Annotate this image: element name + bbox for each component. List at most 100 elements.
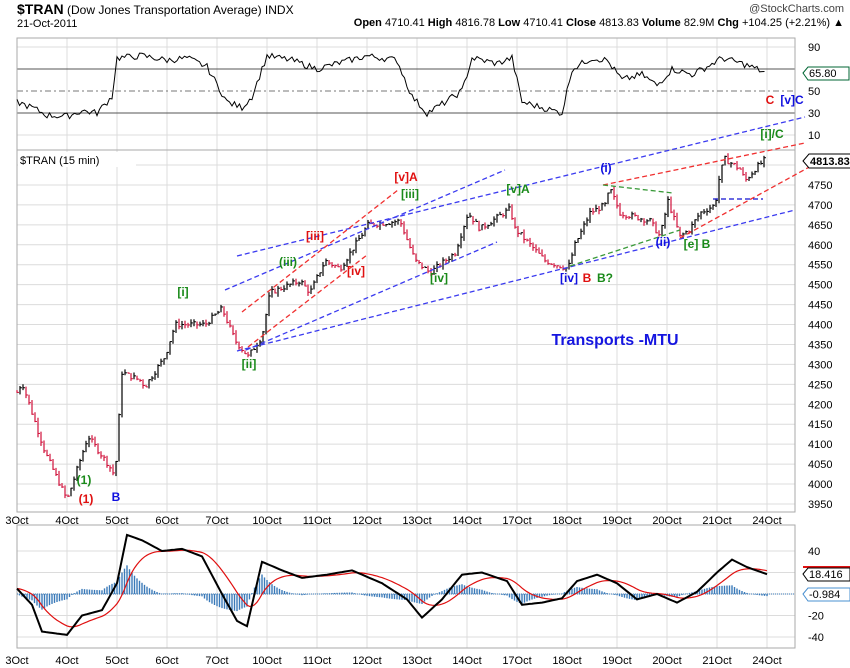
low-value: 4710.41 bbox=[523, 17, 563, 29]
x-tick-label: 11Oct bbox=[303, 515, 332, 527]
x-tick-label: 21Oct bbox=[702, 515, 731, 527]
chart-date: 21-Oct-2011 bbox=[17, 18, 78, 30]
rsi-tick-label: 10 bbox=[808, 130, 820, 142]
x-tick-label: 4Oct bbox=[55, 655, 78, 667]
x-tick-label: 17Oct bbox=[502, 655, 531, 667]
x-tick-label: 24Oct bbox=[752, 515, 781, 527]
y-tick-label: 4000 bbox=[808, 479, 832, 491]
histogram-value-label: -0.984 bbox=[809, 589, 840, 601]
macd-value-label: 18.416 bbox=[809, 569, 843, 581]
x-tick-label: 3Oct bbox=[5, 515, 28, 527]
x-tick-label: 18Oct bbox=[552, 655, 581, 667]
y-tick-label: 4600 bbox=[808, 240, 832, 252]
wave-label: (1) bbox=[79, 492, 94, 506]
trendline bbox=[679, 164, 814, 239]
trendline bbox=[236, 116, 806, 257]
y-tick-label: 4250 bbox=[808, 379, 832, 391]
wave-label: B bbox=[583, 271, 592, 285]
wave-label: (1) bbox=[77, 473, 92, 487]
y-tick-label: 4050 bbox=[808, 459, 832, 471]
x-tick-label: 19Oct bbox=[602, 655, 631, 667]
y-tick-label: 4300 bbox=[808, 359, 832, 371]
panel-border bbox=[16, 524, 796, 649]
open-value: 4710.41 bbox=[384, 17, 425, 29]
x-tick-label: 10Oct bbox=[252, 515, 281, 527]
y-tick-label: 4350 bbox=[808, 339, 832, 351]
symbol-name: (Dow Jones Transportation Average) INDX bbox=[67, 3, 294, 17]
rsi-tick-label: 90 bbox=[808, 42, 820, 54]
wave-label: B bbox=[112, 490, 121, 504]
macd-line bbox=[16, 533, 768, 636]
chart-title: $TRAN (Dow Jones Transportation Average)… bbox=[17, 1, 294, 17]
rsi-line bbox=[16, 52, 765, 120]
wave-label: [i]/C bbox=[760, 127, 784, 141]
watermark-text: Transports -MTU bbox=[551, 332, 678, 349]
y-tick-label: 4100 bbox=[808, 439, 832, 451]
wave-label: [iii] bbox=[306, 229, 324, 243]
high-value: 4816.78 bbox=[455, 17, 496, 29]
quote-summary: Open 4710.41 High 4816.78 Low 4710.41 Cl… bbox=[353, 17, 844, 29]
macd-tag bbox=[802, 567, 850, 582]
x-tick-label: 6Oct bbox=[155, 655, 178, 667]
x-tick-label: 7Oct bbox=[205, 655, 228, 667]
y-tick-label: 4650 bbox=[808, 220, 832, 232]
last-price-label: 4813.83 bbox=[810, 156, 850, 168]
trendline bbox=[241, 189, 399, 313]
wave-label: (iii) bbox=[279, 255, 297, 269]
trendline bbox=[569, 229, 681, 267]
y-tick-label: 4700 bbox=[808, 200, 832, 212]
wave-label: (ii) bbox=[656, 235, 671, 249]
histogram-tag bbox=[802, 587, 850, 602]
y-tick-label: 4400 bbox=[808, 320, 832, 332]
trendline bbox=[245, 241, 498, 351]
wave-label: [v]C bbox=[780, 93, 804, 107]
x-tick-label: 6Oct bbox=[155, 515, 178, 527]
rsi-tag bbox=[802, 66, 850, 81]
y-tick-label: 4550 bbox=[808, 260, 832, 272]
trendline bbox=[247, 254, 368, 348]
y-tick-label: 4750 bbox=[808, 180, 832, 192]
x-tick-label: 13Oct bbox=[402, 655, 431, 667]
change-value: +104.25 (+2.21%) bbox=[741, 17, 831, 29]
y-tick-label: 4450 bbox=[808, 300, 832, 312]
y-tick-label: 4200 bbox=[808, 399, 832, 411]
wave-label: [iv] bbox=[347, 264, 365, 278]
close-value: 4813.83 bbox=[599, 17, 639, 29]
x-tick-label: 17Oct bbox=[502, 515, 531, 527]
x-tick-label: 24Oct bbox=[752, 655, 781, 667]
macd-tick-label: -20 bbox=[808, 611, 824, 623]
y-tick-label: 3950 bbox=[808, 499, 832, 511]
wave-label: (i) bbox=[600, 161, 611, 175]
panel-label-bg bbox=[18, 152, 136, 167]
wave-label: [e] B bbox=[684, 237, 711, 251]
rsi-value-label: 65.80 bbox=[809, 68, 837, 80]
trendline bbox=[602, 184, 674, 194]
x-tick-label: 21Oct bbox=[702, 655, 731, 667]
x-tick-label: 14Oct bbox=[452, 515, 481, 527]
y-tick-label: 4150 bbox=[808, 419, 832, 431]
x-tick-label: 3Oct bbox=[5, 655, 28, 667]
wave-label: [v]A bbox=[394, 170, 418, 184]
rsi-tick-label: 30 bbox=[808, 108, 820, 120]
wave-label: [v]A bbox=[506, 182, 530, 196]
wave-label: [iv] bbox=[430, 271, 448, 285]
wave-label: B? bbox=[597, 271, 613, 285]
panel-border bbox=[16, 37, 796, 151]
copyright: @StockCharts.com bbox=[749, 3, 844, 15]
trendline bbox=[602, 142, 806, 186]
price-tag bbox=[802, 153, 850, 169]
wave-label: C bbox=[766, 93, 775, 107]
x-tick-label: 18Oct bbox=[552, 515, 581, 527]
wave-label: [iv] bbox=[560, 271, 578, 285]
up-arrow-icon: ▲ bbox=[833, 17, 844, 29]
wave-label: [iii] bbox=[401, 187, 419, 201]
price-panel-label: $TRAN (15 min) bbox=[20, 155, 99, 167]
panel-border bbox=[16, 149, 796, 513]
volume-value: 82.9M bbox=[683, 17, 715, 29]
x-tick-label: 19Oct bbox=[602, 515, 631, 527]
x-tick-label: 11Oct bbox=[303, 655, 332, 667]
symbol: $TRAN bbox=[17, 1, 64, 17]
y-tick-label: 4500 bbox=[808, 280, 832, 292]
x-tick-label: 20Oct bbox=[652, 655, 681, 667]
